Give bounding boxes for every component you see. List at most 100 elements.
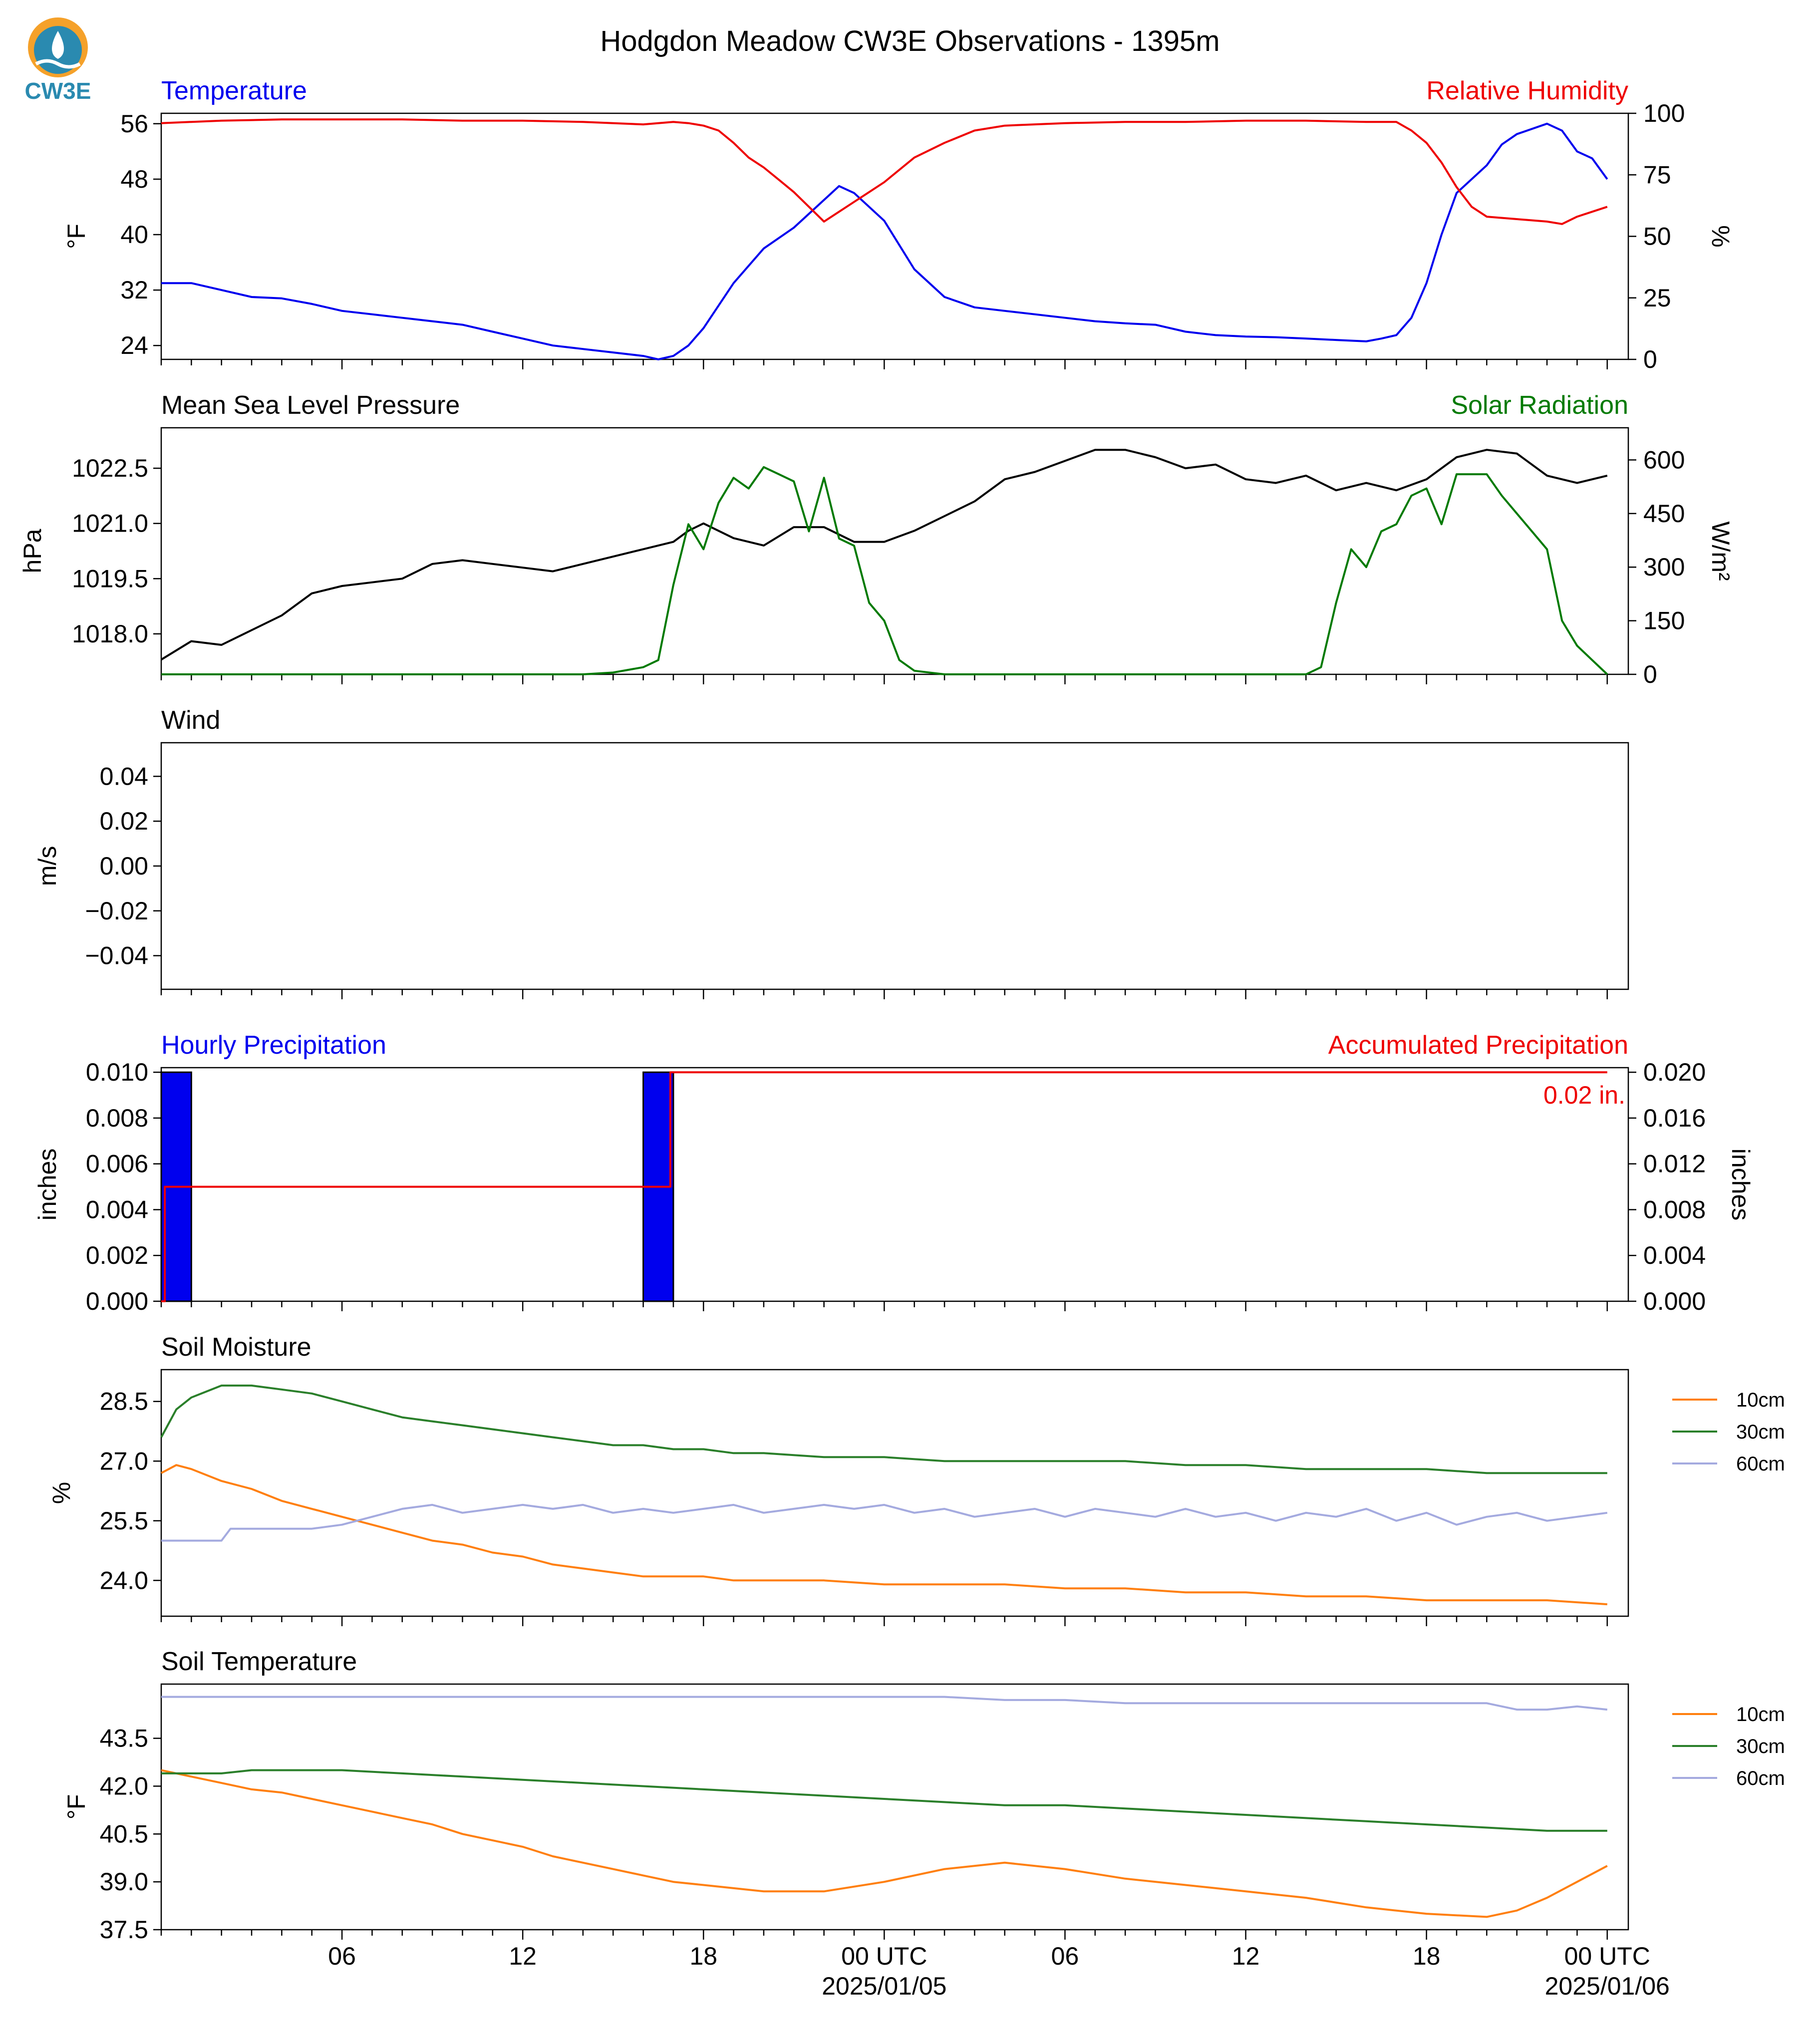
series-line-accumulated-precipitation: [161, 1071, 1607, 1302]
plot-frame: [160, 1067, 1629, 1302]
y-right-tick-label: 450: [1643, 500, 1685, 528]
y-tick-label: −0.04: [85, 942, 148, 970]
y-right-tick-label: 600: [1643, 446, 1685, 474]
y-right-tick-label: 50: [1643, 223, 1671, 251]
y-right-tick-label: 0.008: [1643, 1195, 1706, 1223]
x-date-label: 2025/01/05: [822, 1972, 946, 2000]
legend-label: 10cm: [1736, 1389, 1785, 1411]
y-right-tick-label: 150: [1643, 607, 1685, 635]
cw3e-logo: CW3E: [25, 17, 91, 104]
x-tick-label: 18: [689, 1942, 717, 1970]
series-line-mean-sea-level-pressure: [160, 449, 1608, 661]
x-tick-label: 12: [1232, 1942, 1260, 1970]
series-line-60cm: [161, 1503, 1608, 1542]
panel-title-left: Soil Moisture: [161, 1333, 311, 1362]
y-tick-label: 1022.5: [72, 454, 148, 482]
y-tick-label: 40.5: [100, 1820, 148, 1848]
panel-temperature-humidity: Temperature Relative Humidity 24 32 40 48 56 °F…: [62, 76, 1735, 373]
series-line-temperature: [161, 122, 1608, 360]
figure-title: Hodgdon Meadow CW3E Observations - 1395m: [600, 25, 1219, 57]
panel-precipitation: Hourly Precipitation Accumulated Precipit…: [33, 1031, 1755, 1315]
y-right-axis-label: %: [1707, 225, 1735, 247]
series-line-10cm: [161, 1464, 1607, 1606]
panel-title-right: Relative Humidity: [1426, 76, 1628, 105]
plot-frame: [160, 1683, 1629, 1931]
plot-frame: [160, 1369, 1629, 1617]
panel-title-left: Mean Sea Level Pressure: [161, 391, 460, 420]
y-tick-label: 32: [120, 276, 148, 304]
accumulated-total-label: 0.02 in.: [1543, 1081, 1625, 1109]
panel-title-left: Wind: [161, 706, 220, 735]
logo-wave-icon: [35, 59, 81, 69]
y-right-axis-label: inches: [1727, 1149, 1755, 1221]
y-right-tick-label: 25: [1643, 284, 1671, 312]
x-tick-label: 06: [1051, 1942, 1079, 1970]
y-right-tick-label: 0.020: [1643, 1058, 1706, 1086]
y-axis-label: m/s: [33, 846, 61, 886]
x-tick-label: 12: [509, 1942, 537, 1970]
y-tick-label: 0.002: [86, 1241, 148, 1269]
legend-label: 60cm: [1736, 1453, 1785, 1475]
y-tick-label: 1019.5: [72, 565, 148, 592]
legend-label: 30cm: [1736, 1736, 1785, 1757]
y-tick-label: 0.000: [86, 1287, 148, 1315]
y-tick-label: −0.02: [85, 897, 148, 925]
y-axis-label: hPa: [18, 529, 46, 573]
panel-title-right: Solar Radiation: [1451, 391, 1628, 420]
y-tick-label: 0.010: [86, 1058, 148, 1086]
plot-frame: [160, 742, 1629, 990]
y-right-tick-label: 100: [1643, 99, 1685, 127]
y-right-axis-label: W/m²: [1707, 521, 1735, 580]
logo-text: CW3E: [25, 78, 91, 104]
y-tick-label: 48: [120, 165, 148, 193]
y-tick-label: 56: [120, 110, 148, 138]
logo-drop-icon: [52, 31, 64, 59]
y-tick-label: 1018.0: [72, 620, 148, 648]
y-tick-label: 42.0: [100, 1772, 148, 1800]
y-tick-label: 39.0: [100, 1868, 148, 1896]
y-right-tick-label: 0: [1643, 345, 1657, 373]
panel-pressure-solar: Mean Sea Level Pressure Solar Radiation 10…: [18, 391, 1735, 688]
x-tick-label: 00 UTC: [1564, 1942, 1650, 1970]
y-tick-label: 27.0: [100, 1447, 148, 1475]
y-right-tick-label: 0.016: [1643, 1104, 1706, 1132]
series-line-relative-humidity: [161, 118, 1608, 225]
y-tick-label: 0.004: [86, 1195, 148, 1223]
series-line-30cm: [161, 1769, 1607, 1832]
y-tick-label: 0.006: [86, 1150, 148, 1178]
y-tick-label: 0.00: [100, 852, 148, 880]
legend-label: 60cm: [1736, 1767, 1785, 1789]
y-tick-label: 24: [120, 331, 148, 359]
y-axis-label: %: [47, 1482, 75, 1504]
y-tick-label: 43.5: [100, 1725, 148, 1752]
plot-frame: [160, 427, 1629, 675]
y-right-tick-label: 300: [1643, 553, 1685, 581]
panel-title-left: Temperature: [161, 76, 307, 105]
panel-title-left: Soil Temperature: [161, 1647, 357, 1676]
series-line-10cm: [161, 1769, 1608, 1918]
series-line-30cm: [160, 1384, 1607, 1474]
y-tick-label: 0.02: [100, 807, 148, 835]
y-axis-label: °F: [62, 224, 90, 249]
y-tick-label: 0.008: [86, 1104, 148, 1132]
x-tick-label: 06: [328, 1942, 356, 1970]
y-right-tick-label: 0.004: [1643, 1241, 1706, 1269]
x-tick-label: 00 UTC: [841, 1942, 927, 1970]
y-right-tick-label: 0.000: [1643, 1287, 1706, 1315]
y-right-tick-label: 0.012: [1643, 1150, 1706, 1178]
panel-wind: Wind −0.04 −0.02 0.00 0.02 0.04 m/s: [33, 706, 1629, 999]
panel-soil-moisture: Soil Moisture 24.0 25.5 27.0 28.5% 10cm 30cm 60…: [47, 1333, 1785, 1626]
series-line-60cm: [161, 1696, 1608, 1711]
panel-soil-temperature: Soil Temperature 37.5 39.0 40.5 42.0 43.5 °F 10…: [62, 1647, 1785, 1944]
y-tick-label: 28.5: [100, 1388, 148, 1416]
y-tick-label: 37.5: [100, 1916, 148, 1944]
y-right-tick-label: 0: [1643, 660, 1657, 688]
y-right-tick-label: 75: [1643, 161, 1671, 189]
legend-label: 10cm: [1736, 1704, 1785, 1726]
y-tick-label: 24.0: [100, 1566, 148, 1594]
y-tick-label: 25.5: [100, 1507, 148, 1535]
y-axis-label: °F: [62, 1794, 90, 1820]
y-tick-label: 40: [120, 221, 148, 249]
x-date-label: 2025/01/06: [1545, 1972, 1670, 2000]
panel-title-left: Hourly Precipitation: [161, 1031, 386, 1060]
